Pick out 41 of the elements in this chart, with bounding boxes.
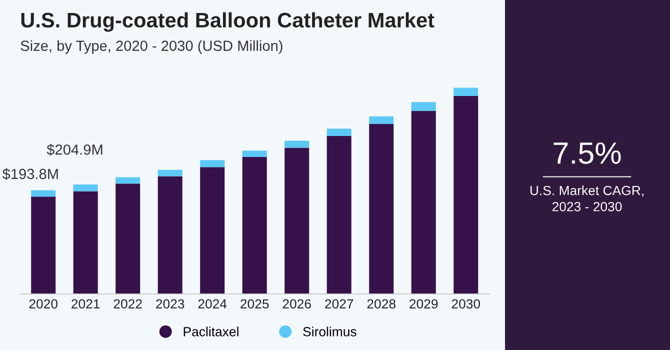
- bar: [116, 184, 140, 294]
- bar: [73, 191, 98, 294]
- annotation: $193.8M: [2, 168, 58, 180]
- x-tick-label: 2027: [325, 299, 354, 309]
- bar: [411, 110, 436, 294]
- x-tick-label: 2028: [367, 299, 396, 309]
- x-tick-label: 2022: [114, 299, 142, 309]
- x-tick-label: 2023: [156, 299, 184, 309]
- bar: [158, 170, 182, 176]
- text: 7.5%: [554, 142, 621, 164]
- x-tick-label: 2026: [282, 299, 311, 309]
- bar: [411, 102, 436, 111]
- bar: [369, 124, 394, 294]
- bar: [158, 176, 182, 294]
- bar: [200, 167, 225, 294]
- bar: [242, 157, 267, 294]
- chart-title: U.S. Drug-coated Balloon Catheter Market: [21, 12, 434, 32]
- legend-label: Sirolimus: [303, 326, 356, 336]
- bar: [73, 184, 98, 192]
- bar: [369, 116, 394, 124]
- text: U.S. Market CAGR, 2023 - 2030: [530, 186, 644, 212]
- x-tick-label: 2030: [452, 299, 480, 309]
- bar: [454, 96, 478, 294]
- bar: [242, 150, 267, 158]
- legend-label: Paclitaxel: [184, 326, 238, 336]
- bar: [454, 88, 478, 96]
- x-tick-label: 2021: [72, 299, 100, 309]
- bar: [284, 140, 310, 148]
- bar: [284, 148, 310, 294]
- x-tick-label: 2025: [240, 299, 269, 309]
- annotation: $204.9M: [46, 144, 102, 156]
- bar: [326, 136, 352, 294]
- chart-subtitle: Size, by Type, 2020 - 2030 (USD Million): [20, 40, 282, 54]
- bar: [116, 177, 140, 184]
- bar: [326, 128, 352, 136]
- bar: [200, 160, 225, 168]
- bar: [31, 190, 56, 197]
- bar: [31, 196, 56, 294]
- x-tick-label: 2029: [410, 299, 438, 309]
- x-tick-label: 2020: [29, 299, 58, 309]
- x-tick-label: 2024: [198, 299, 227, 309]
